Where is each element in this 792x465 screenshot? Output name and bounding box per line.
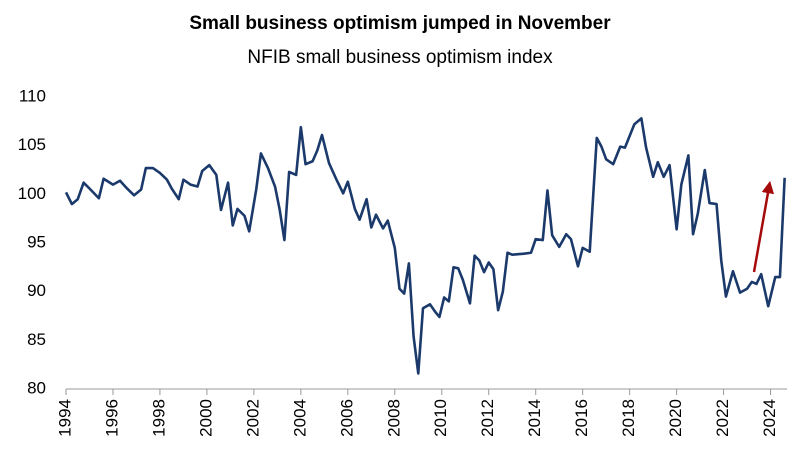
y-tick-label: 105 [18, 135, 46, 154]
x-tick-label: 2002 [243, 399, 262, 437]
x-tick-label: 2000 [196, 399, 215, 437]
chart-subtitle: NFIB small business optimism index [247, 47, 553, 68]
x-tick-label: 2004 [290, 399, 309, 437]
x-tick-label: 2024 [760, 399, 779, 437]
x-tick-label: 2022 [713, 399, 732, 437]
y-tick-label: 90 [27, 281, 46, 300]
annotation-arrow [752, 180, 775, 273]
y-tick-label: 110 [19, 86, 46, 105]
x-tick-label: 2018 [619, 399, 638, 437]
x-tick-label: 2012 [478, 399, 497, 437]
x-tick-label: 1998 [149, 399, 168, 437]
x-tick-label: 2010 [431, 399, 450, 437]
x-tick-label: 2014 [525, 399, 544, 437]
x-tick-label: 1996 [102, 399, 121, 437]
x-tick-label: 2006 [337, 399, 356, 437]
y-tick-label: 85 [27, 330, 46, 349]
y-tick-label: 100 [18, 184, 46, 203]
x-tick-label: 2016 [572, 399, 591, 437]
y-tick-label: 95 [27, 232, 46, 251]
x-tick-label: 2020 [666, 399, 685, 437]
chart-title: Small business optimism jumped in Novemb… [189, 13, 611, 34]
x-tick-label: 2008 [384, 399, 403, 437]
y-tick-label: 80 [27, 378, 46, 397]
series-line [64, 117, 786, 375]
x-tick-label: 1994 [55, 399, 74, 437]
